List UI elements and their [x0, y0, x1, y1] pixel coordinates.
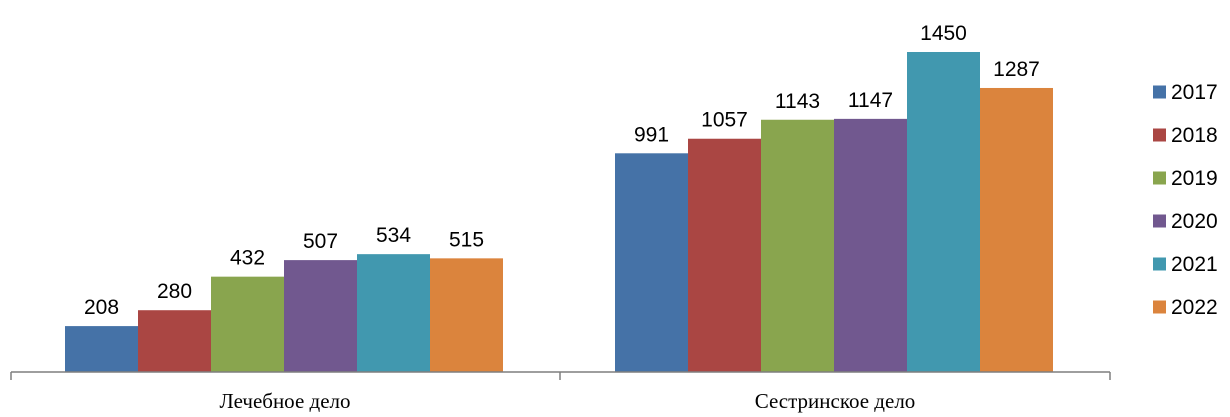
x-axis — [10, 371, 1111, 380]
bar-2021-sestrinskoe-delo — [907, 52, 980, 372]
data-label: 991 — [634, 123, 669, 146]
bar-2022-lechebnoe-delo — [430, 258, 503, 372]
bar-2021-lechebnoe-delo — [357, 254, 430, 372]
bar-2020-sestrinskoe-delo — [834, 118, 907, 373]
data-label: 1057 — [701, 109, 748, 132]
x-axis-category-label: Лечебное дело — [219, 389, 350, 413]
bar-2019-sestrinskoe-delo — [761, 119, 834, 372]
bar-2018-lechebnoe-delo — [138, 310, 211, 372]
data-label: 208 — [84, 296, 119, 319]
bar-2017-sestrinskoe-delo — [615, 153, 688, 372]
legend-swatch-2017 — [1153, 85, 1166, 99]
legend-label-2018: 2018 — [1171, 124, 1218, 147]
data-labels-layer: 208 280 432 507 534 515 991 1057 1143 1147 1450 128… — [84, 22, 1040, 319]
legend-swatch-2021 — [1153, 257, 1166, 271]
legend-swatch-2019 — [1153, 171, 1166, 185]
data-label: 515 — [449, 228, 484, 251]
data-label: 1450 — [920, 22, 967, 45]
data-label: 1147 — [848, 89, 893, 112]
bar-2019-lechebnoe-delo — [211, 276, 284, 372]
legend-swatch-2018 — [1153, 128, 1166, 142]
bar-2017-lechebnoe-delo — [65, 326, 138, 372]
legend-label-2017: 2017 — [1171, 81, 1218, 104]
legend-label-2020: 2020 — [1171, 210, 1218, 233]
data-label: 1287 — [993, 58, 1040, 81]
legend-label-2022: 2022 — [1171, 296, 1218, 319]
bars-layer — [65, 52, 1053, 373]
category-labels-layer: Лечебное дело Сестринское дело — [219, 389, 915, 413]
legend-label-2021: 2021 — [1171, 253, 1218, 276]
x-axis-category-label: Сестринское дело — [755, 389, 916, 413]
legend: 2017 2018 2019 2020 2021 2022 — [1153, 81, 1218, 319]
bar-2022-sestrinskoe-delo — [980, 87, 1053, 372]
data-label: 507 — [303, 230, 338, 253]
data-label: 534 — [376, 224, 411, 247]
legend-label-2019: 2019 — [1171, 167, 1218, 190]
data-label: 432 — [230, 247, 265, 270]
bar-2018-sestrinskoe-delo — [688, 138, 761, 372]
data-label: 280 — [157, 280, 192, 303]
bar-2020-lechebnoe-delo — [284, 260, 357, 372]
legend-swatch-2022 — [1153, 300, 1166, 314]
data-label: 1143 — [775, 90, 820, 113]
legend-swatch-2020 — [1153, 214, 1166, 228]
